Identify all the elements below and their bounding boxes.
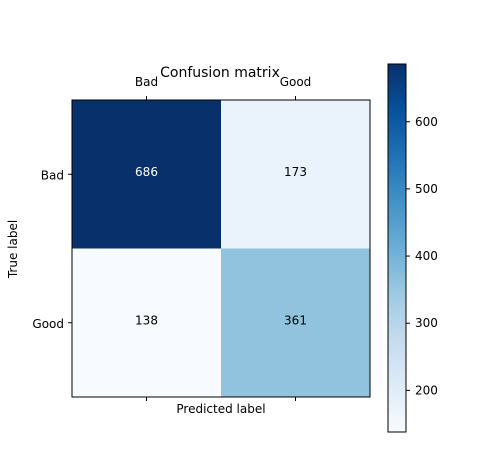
cell-0-0 (72, 100, 221, 249)
plot-frame (71, 99, 371, 398)
colorbar-tick-label-2: 400 (415, 249, 438, 263)
x-axis-label: Predicted label (176, 402, 265, 416)
colorbar (387, 63, 407, 433)
x-tick-label-0: Bad (135, 75, 158, 89)
y-tick-label-0: Bad (41, 168, 64, 182)
colorbar-tick-label-1: 300 (415, 316, 438, 330)
cell-1-0 (72, 248, 221, 397)
cell-label-1-1: 361 (284, 313, 307, 327)
colorbar-tick-label-4: 600 (415, 115, 438, 129)
cell-1-1 (221, 248, 370, 397)
colorbar-ticks: 200 300 400 500 600 (406, 115, 438, 397)
y-axis-ticks: Bad Good (32, 168, 72, 331)
cell-label-0-1: 173 (284, 165, 307, 179)
chart-title: Confusion matrix (160, 65, 280, 81)
colorbar-tick-label-0: 200 (415, 383, 438, 397)
x-tick-label-1: Good (280, 75, 312, 89)
matrix-cells (72, 100, 370, 397)
y-tick-label-1: Good (32, 317, 64, 331)
cell-label-0-0: 686 (135, 165, 158, 179)
y-axis-label: True label (6, 220, 20, 279)
cell-0-1 (221, 100, 370, 249)
colorbar-tick-label-3: 500 (415, 182, 438, 196)
x-axis-ticks: Bad Good (135, 75, 311, 401)
cell-label-1-0: 138 (135, 313, 158, 327)
matrix-cell-labels: 686 173 138 361 (135, 165, 307, 328)
